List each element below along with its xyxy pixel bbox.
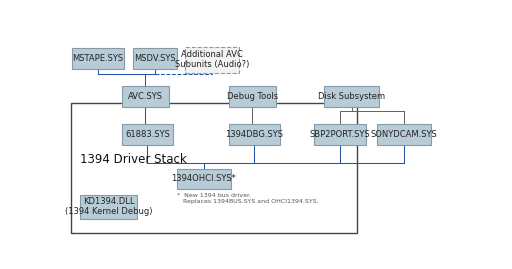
Text: *  New 1394 bus driver.
   Replaces 1394BUS.SYS and OHCI1394.SYS.: * New 1394 bus driver. Replaces 1394BUS.… bbox=[177, 193, 318, 204]
Text: AVC.SYS: AVC.SYS bbox=[128, 92, 163, 101]
Text: Debug Tools: Debug Tools bbox=[227, 92, 278, 101]
FancyBboxPatch shape bbox=[72, 48, 123, 69]
Text: SONYDCAM.SYS: SONYDCAM.SYS bbox=[371, 130, 438, 139]
Text: SBP2PORT.SYS: SBP2PORT.SYS bbox=[309, 130, 370, 139]
FancyBboxPatch shape bbox=[134, 48, 177, 69]
Text: Disk Subsystem: Disk Subsystem bbox=[318, 92, 385, 101]
FancyBboxPatch shape bbox=[324, 86, 379, 107]
FancyBboxPatch shape bbox=[177, 169, 230, 189]
Text: 1394OHCI.SYS*: 1394OHCI.SYS* bbox=[172, 174, 237, 183]
FancyBboxPatch shape bbox=[377, 125, 431, 145]
Text: Additional AVC
Subunits (Audio?): Additional AVC Subunits (Audio?) bbox=[175, 50, 249, 69]
FancyBboxPatch shape bbox=[80, 195, 137, 219]
FancyBboxPatch shape bbox=[229, 125, 280, 145]
Text: 61883.SYS: 61883.SYS bbox=[125, 130, 170, 139]
Text: KD1394.DLL
(1394 Kernel Debug): KD1394.DLL (1394 Kernel Debug) bbox=[65, 197, 153, 217]
FancyBboxPatch shape bbox=[185, 47, 239, 73]
Text: MSDV.SYS: MSDV.SYS bbox=[135, 54, 176, 63]
FancyBboxPatch shape bbox=[121, 125, 173, 145]
FancyBboxPatch shape bbox=[121, 86, 169, 107]
FancyBboxPatch shape bbox=[314, 125, 366, 145]
Text: 1394DBG.SYS: 1394DBG.SYS bbox=[225, 130, 284, 139]
FancyBboxPatch shape bbox=[229, 86, 276, 107]
Text: MSTAPE.SYS: MSTAPE.SYS bbox=[72, 54, 123, 63]
Text: 1394 Driver Stack: 1394 Driver Stack bbox=[80, 153, 186, 167]
